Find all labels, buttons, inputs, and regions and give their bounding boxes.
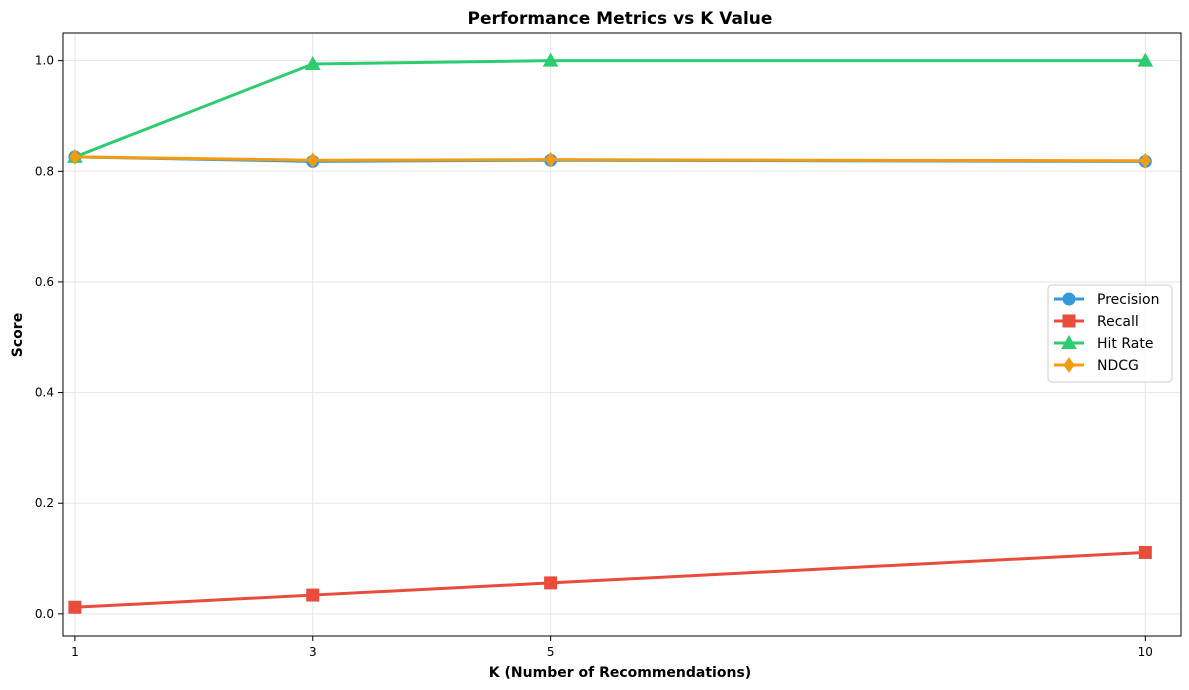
series-line-ndcg [73, 155, 1147, 163]
legend-item-ndcg: NDCG [1054, 357, 1139, 374]
plot-area [62, 32, 1182, 637]
legend-item-recall: Recall [1054, 314, 1139, 330]
data-point-hit-rate [304, 55, 321, 70]
x-tick-label: 10 [1138, 645, 1153, 659]
legend-marker [1061, 334, 1077, 349]
axis-ticks: 1 3 5 10 0.0 0.2 0.4 0.6 0.8 1.0 [35, 54, 1153, 659]
series-lines [67, 52, 1154, 614]
data-point-ndcg [307, 152, 319, 169]
legend-marker [1062, 314, 1076, 328]
data-point-ndcg [545, 151, 557, 168]
y-axis-label: Score [10, 313, 26, 357]
series-hit-rate [67, 52, 1154, 163]
data-point-ndcg [69, 149, 81, 165]
series-line-hit-rate [73, 59, 1147, 159]
series-recall [68, 545, 1152, 614]
series-ndcg [69, 149, 1151, 169]
x-tick-label: 5 [547, 645, 555, 659]
grid [63, 33, 1181, 636]
series-line-recall [73, 550, 1147, 609]
x-tick-label: 1 [71, 645, 79, 659]
data-point-recall [306, 588, 320, 602]
legend-label: Precision [1097, 292, 1159, 308]
legend-item-hit-rate: Hit Rate [1054, 334, 1153, 352]
y-tick-label: 0.6 [35, 275, 54, 289]
legend-marker [1062, 292, 1076, 306]
y-tick-label: 0.0 [35, 607, 54, 621]
legend-marker [1063, 357, 1075, 373]
y-tick-label: 1.0 [35, 54, 54, 68]
legend-label: Hit Rate [1097, 336, 1153, 352]
legend-box [1047, 284, 1173, 383]
y-tick-label: 0.2 [35, 496, 54, 510]
data-point-ndcg [1139, 152, 1151, 169]
x-axis-label: K (Number of Recommendations) [489, 665, 751, 681]
data-point-recall [544, 576, 558, 590]
data-point-recall [1138, 545, 1152, 559]
y-tick-label: 0.8 [35, 164, 54, 178]
chart-title: Performance Metrics vs K Value [468, 9, 773, 29]
data-point-hit-rate [1137, 52, 1154, 67]
legend-item-precision: Precision [1054, 292, 1159, 308]
legend-label: NDCG [1097, 358, 1139, 374]
y-tick-label: 0.4 [35, 386, 54, 400]
data-point-recall [68, 600, 82, 614]
data-point-hit-rate [542, 52, 559, 67]
x-tick-label: 3 [309, 645, 317, 659]
legend: Precision Recall Hit Rate NDCG [1047, 284, 1173, 383]
legend-label: Recall [1097, 314, 1139, 330]
